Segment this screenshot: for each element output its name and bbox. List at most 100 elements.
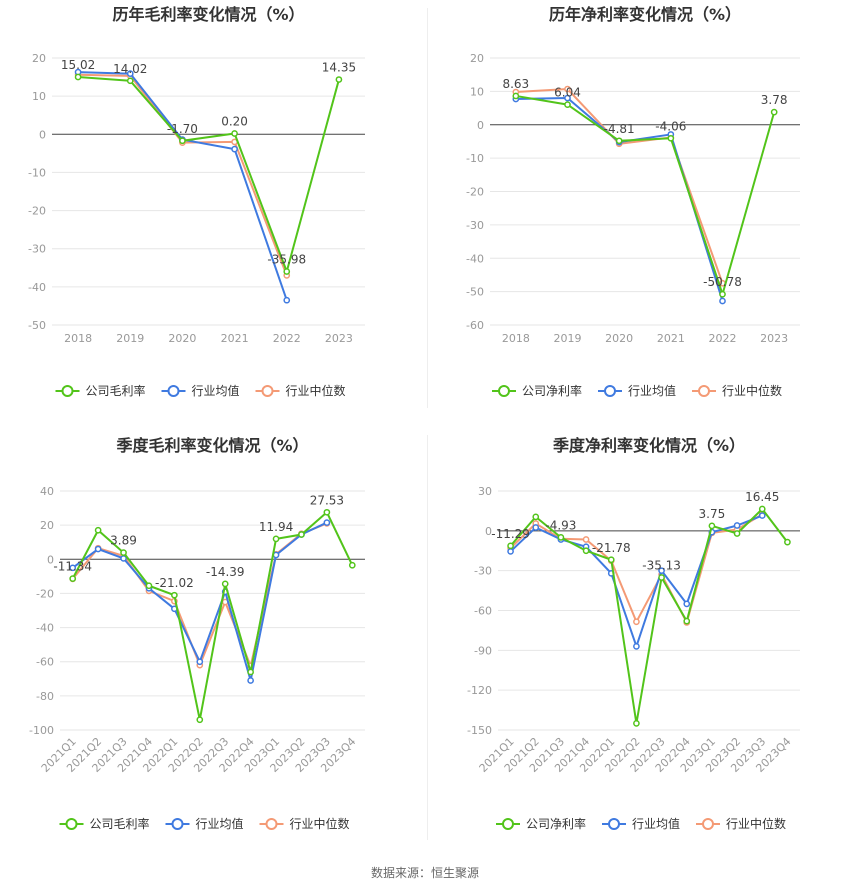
y-tick-label: 10 <box>32 90 46 103</box>
data-label: 14.02 <box>113 62 147 76</box>
y-tick-label: -40 <box>36 622 54 635</box>
legend-marker-avg <box>171 818 184 830</box>
point-company <box>507 542 514 550</box>
y-tick-label: -60 <box>36 656 54 669</box>
y-tick-label: 0 <box>477 119 484 132</box>
y-tick-label: 0 <box>47 553 54 566</box>
x-tick-label: 2023 <box>325 332 353 345</box>
data-label: 16.45 <box>745 490 779 504</box>
point-company <box>231 130 238 137</box>
point-company <box>145 582 153 590</box>
y-tick-label: 20 <box>32 52 46 65</box>
point-median <box>582 536 590 543</box>
point-avg <box>247 677 254 684</box>
y-tick-label: -100 <box>29 724 54 737</box>
chart-title: 历年净利率变化情况（%） <box>549 5 741 24</box>
y-tick-label: -60 <box>474 605 492 618</box>
point-company <box>120 549 127 556</box>
y-tick-label: 0 <box>39 128 46 141</box>
point-avg <box>231 145 238 153</box>
point-company <box>582 547 590 555</box>
legend-marker-avg <box>604 385 616 397</box>
x-tick-label: 2018 <box>64 332 92 345</box>
point-avg <box>283 296 291 304</box>
legend-marker-company <box>65 818 78 830</box>
point-avg <box>758 512 766 519</box>
legend-marker-company <box>61 385 74 397</box>
y-tick-label: -50 <box>466 286 484 299</box>
x-tick-label: 2021 <box>657 332 685 345</box>
chart-title: 季度净利率变化情况（%） <box>552 436 745 455</box>
data-label: 3.78 <box>761 93 788 107</box>
legend-label-company: 公司净利率 <box>522 383 582 398</box>
point-avg <box>196 658 204 666</box>
point-company <box>247 668 254 676</box>
y-tick-label: -30 <box>28 243 46 256</box>
point-company <box>615 137 623 145</box>
point-company <box>74 73 82 81</box>
point-avg <box>683 600 691 608</box>
legend-label-median: 行业中位数 <box>290 816 350 831</box>
series-line-avg <box>509 514 763 650</box>
legend-label-company: 公司毛利率 <box>90 816 150 831</box>
y-tick-label: 0 <box>485 525 492 538</box>
data-label: -11.34 <box>53 560 92 574</box>
legend-label-avg: 行业均值 <box>196 816 244 831</box>
legend-label-median: 行业中位数 <box>286 383 346 398</box>
point-company <box>683 617 691 625</box>
point-avg <box>323 519 331 526</box>
point-company <box>658 574 665 581</box>
legend-label-avg: 行业均值 <box>628 383 676 398</box>
point-company <box>667 134 675 142</box>
point-company <box>323 508 331 516</box>
point-avg <box>126 70 134 77</box>
point-company <box>784 538 791 546</box>
series-line-company <box>78 75 340 275</box>
y-tick-label: -150 <box>467 724 492 737</box>
y-tick-label: -20 <box>36 587 54 600</box>
chart-quarter-gross: 季度毛利率变化情况（%）40200-20-40-60-80-1002021Q12… <box>29 436 365 831</box>
data-label: -11.29 <box>491 527 530 541</box>
point-company <box>179 137 186 145</box>
data-label: 15.02 <box>61 58 95 72</box>
point-median <box>564 85 571 93</box>
point-avg <box>94 545 102 553</box>
point-company <box>171 591 178 599</box>
point-company <box>69 575 77 582</box>
legend-label-avg: 行业均值 <box>192 383 240 398</box>
point-company <box>607 556 615 564</box>
data-label: -21.02 <box>155 576 194 590</box>
point-avg <box>507 548 514 555</box>
series-line-company <box>71 510 354 720</box>
legend-label-avg: 行业均值 <box>632 816 680 831</box>
point-company <box>733 530 741 537</box>
point-avg <box>532 524 540 531</box>
point-company <box>335 76 343 83</box>
y-tick-label: -80 <box>36 690 54 703</box>
panel-divider-bottom <box>427 435 428 840</box>
point-company <box>708 522 716 530</box>
y-tick-label: -20 <box>28 205 46 218</box>
data-label: -1.70 <box>167 122 198 136</box>
chart-quarter-net: 季度净利率变化情况（%）300-30-60-90-120-1502021Q120… <box>467 436 800 831</box>
y-tick-label: 20 <box>470 52 484 65</box>
data-label: 27.53 <box>310 493 344 507</box>
data-label: 8.63 <box>502 77 529 91</box>
data-label: -35.13 <box>642 558 681 572</box>
point-company <box>532 513 540 521</box>
x-tick-label: 2018 <box>502 332 530 345</box>
legend-marker-median <box>698 385 710 397</box>
x-tick-label: 2022 <box>709 332 737 345</box>
x-tick-label: 2019 <box>554 332 582 345</box>
x-tick-label: 2020 <box>605 332 633 345</box>
data-label: -4.81 <box>604 122 635 136</box>
data-source: 数据来源：恒生聚源 <box>370 866 479 880</box>
data-label: -35.98 <box>267 253 306 267</box>
y-tick-label: -60 <box>466 319 484 332</box>
y-tick-label: -30 <box>466 219 484 232</box>
legend-marker-avg <box>167 385 180 397</box>
x-tick-label: 2019 <box>116 332 144 345</box>
legend-marker-median <box>265 818 278 830</box>
y-tick-label: -10 <box>466 152 484 165</box>
x-tick-label: 2021 <box>221 332 249 345</box>
